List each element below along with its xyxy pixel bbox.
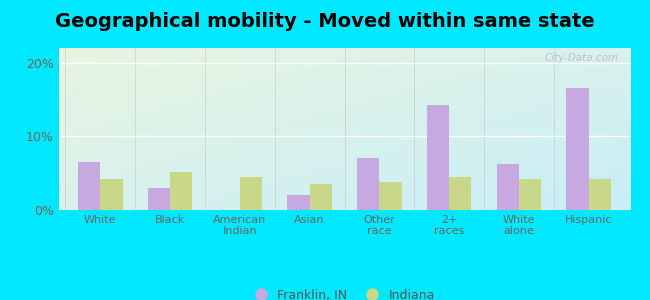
Bar — [170, 172, 192, 210]
Bar — [380, 182, 402, 210]
Bar — [589, 179, 611, 210]
Bar — [357, 158, 380, 210]
Bar — [497, 164, 519, 210]
Bar — [148, 188, 170, 210]
Bar — [566, 88, 589, 210]
Bar — [519, 179, 541, 210]
Bar — [78, 162, 100, 210]
Legend: Franklin, IN, Indiana: Franklin, IN, Indiana — [250, 284, 439, 300]
Bar — [100, 179, 123, 210]
Text: City-Data.com: City-Data.com — [545, 53, 619, 63]
Bar — [287, 195, 309, 210]
Bar — [240, 177, 262, 210]
Bar — [449, 177, 471, 210]
Text: Geographical mobility - Moved within same state: Geographical mobility - Moved within sam… — [55, 12, 595, 31]
Bar — [309, 184, 332, 210]
Bar — [427, 105, 449, 210]
